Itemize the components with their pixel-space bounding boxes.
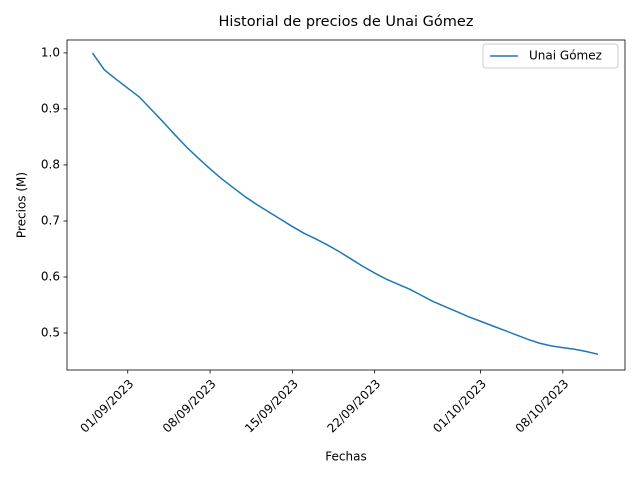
y-tick-label: 0.9 — [41, 101, 60, 115]
x-tick-label: 15/09/2023 — [242, 377, 301, 436]
y-tick-label: 0.5 — [41, 326, 60, 340]
chart-title: Historial de precios de Unai Gómez — [219, 14, 474, 30]
x-tick-label: 08/09/2023 — [160, 377, 219, 436]
series-line — [91, 52, 599, 356]
y-axis-label: Precios (M) — [15, 172, 29, 238]
legend-box — [482, 43, 619, 69]
x-tick-label: 01/09/2023 — [78, 377, 137, 436]
y-tick-label: 0.6 — [41, 269, 60, 283]
y-tick-label: 0.7 — [41, 213, 60, 227]
x-tick-label: 08/10/2023 — [513, 377, 572, 436]
x-tick-label: 01/10/2023 — [430, 377, 489, 436]
x-axis-label: Fechas — [325, 450, 366, 464]
legend-label: Unai Gómez — [529, 49, 602, 63]
y-tick-label: 1.0 — [41, 45, 60, 59]
plot-frame — [66, 39, 626, 371]
x-tick-label: 22/09/2023 — [324, 377, 383, 436]
y-tick-label: 0.8 — [41, 157, 60, 171]
